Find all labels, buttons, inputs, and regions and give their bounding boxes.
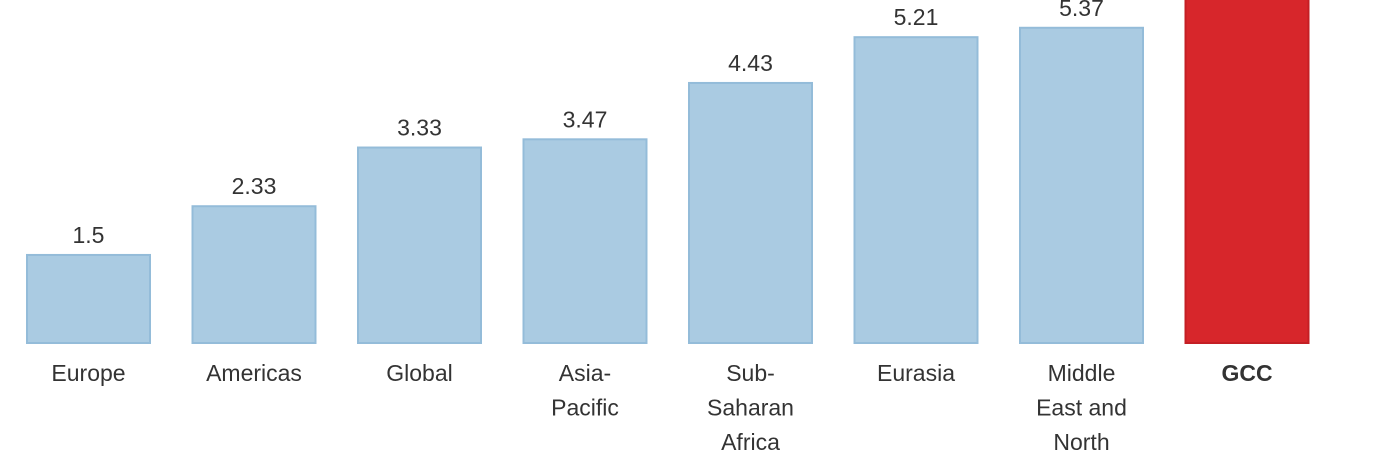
value-label: 4.43: [728, 50, 773, 76]
category-label: Eurasia: [877, 360, 955, 386]
bar-europe: [26, 253, 151, 344]
category-label: Global: [386, 360, 452, 386]
bar-eurasia: [853, 36, 979, 344]
value-label: 3.33: [397, 115, 442, 141]
value-label: 5.21: [894, 4, 939, 30]
value-label: 5.37: [1059, 0, 1104, 21]
bar-middle-east-and-north: [1019, 26, 1144, 344]
category-label: Asia-Pacific: [551, 360, 619, 421]
value-label: 1.5: [73, 222, 105, 248]
value-label: 2.33: [232, 173, 277, 199]
bar-sub-saharan-africa: [688, 81, 813, 344]
category-label: Europe: [51, 360, 125, 386]
bar-gcc: [1184, 0, 1310, 344]
category-label: Sub-Saharan Africa: [707, 360, 794, 450]
category-label: Americas: [206, 360, 302, 386]
category-label: Middle East and North: [1036, 360, 1127, 450]
bar-global: [357, 146, 482, 344]
bar-asia-pacific: [522, 138, 648, 344]
value-label: 3.47: [563, 106, 608, 132]
category-label: GCC: [1221, 360, 1272, 386]
bar-americas: [191, 205, 317, 344]
